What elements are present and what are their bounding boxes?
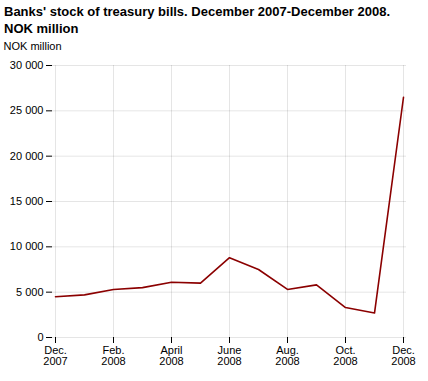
svg-text:Oct.2008: Oct.2008 xyxy=(333,344,357,367)
svg-text:April2008: April2008 xyxy=(159,344,183,367)
svg-text:20 000: 20 000 xyxy=(10,150,44,162)
svg-text:0: 0 xyxy=(37,331,43,343)
html-text:NOK million: NOK million xyxy=(4,21,79,36)
svg-text:Aug.2008: Aug.2008 xyxy=(275,344,299,367)
svg-text:Dec.2008: Dec.2008 xyxy=(391,344,415,367)
svg-text:NOK million: NOK million xyxy=(4,40,62,52)
svg-text:June2008: June2008 xyxy=(217,344,241,367)
svg-text:10 000: 10 000 xyxy=(10,240,44,252)
svg-text:25 000: 25 000 xyxy=(10,104,44,116)
svg-text:30 000: 30 000 xyxy=(10,59,44,71)
html-text:Banks' stock of treasury bills: Banks' stock of treasury bills. December… xyxy=(4,4,391,19)
svg-text:15 000: 15 000 xyxy=(10,195,44,207)
svg-text:5 000: 5 000 xyxy=(16,286,44,298)
svg-text:Feb.2008: Feb.2008 xyxy=(101,344,125,367)
svg-text:Dec.2007: Dec.2007 xyxy=(43,344,67,367)
